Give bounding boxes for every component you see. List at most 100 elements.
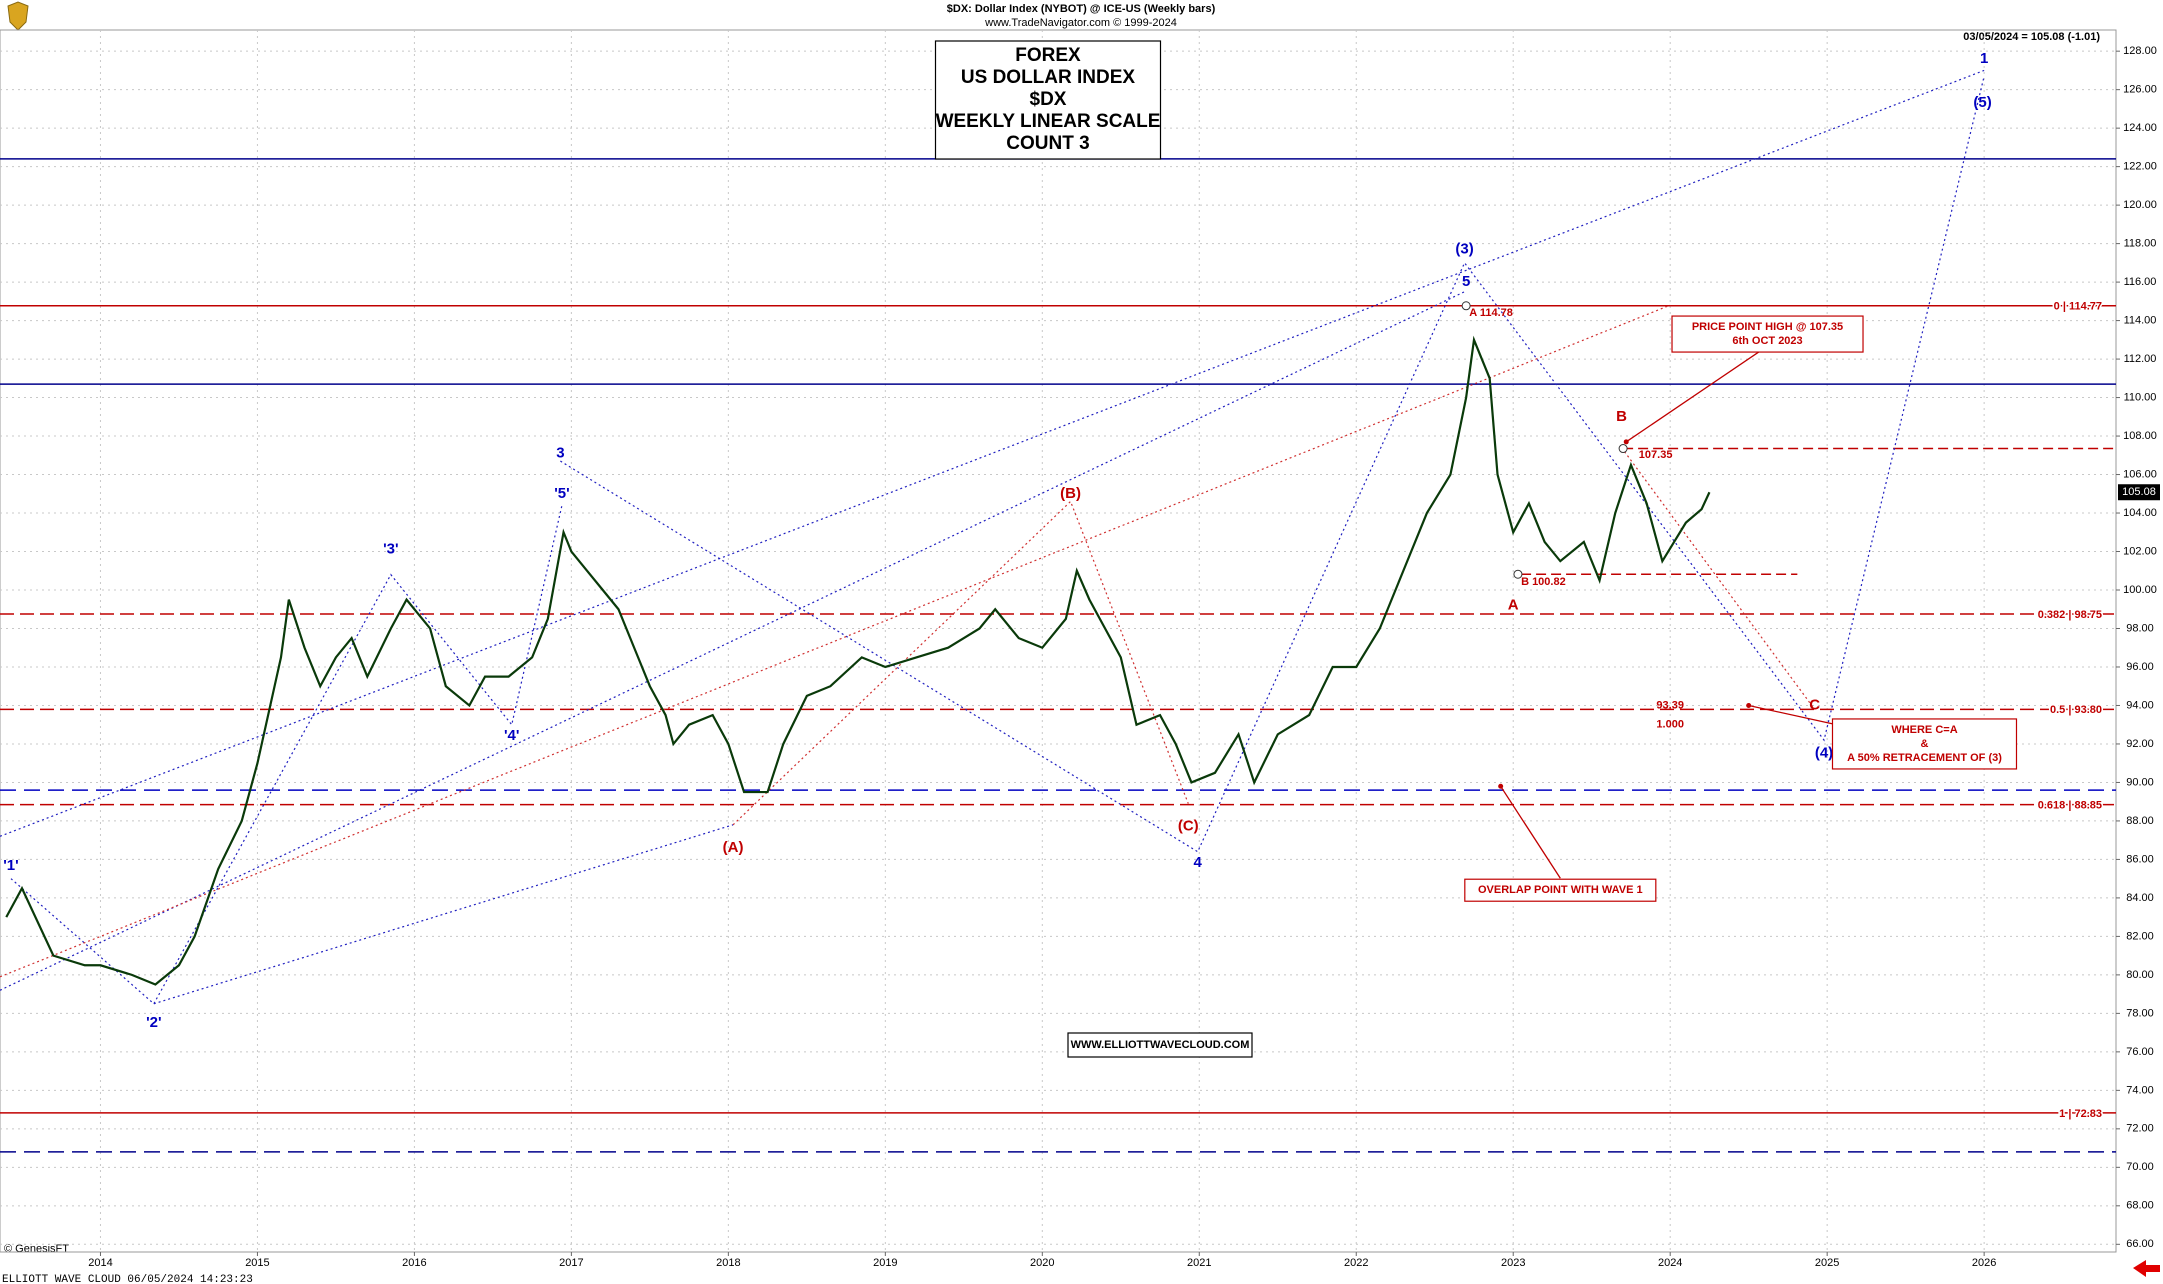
wave-label: '1' bbox=[3, 857, 18, 874]
wave-label: B bbox=[1616, 408, 1627, 425]
y-tick-label: 80.00 bbox=[2126, 969, 2154, 981]
x-tick-label: 2025 bbox=[1815, 1257, 1839, 1269]
wave-label: '2' bbox=[146, 1014, 161, 1031]
y-tick-label: 72.00 bbox=[2126, 1123, 2154, 1135]
point-label: B 100.82 bbox=[1521, 576, 1566, 588]
wave-label: A bbox=[1508, 596, 1519, 613]
wave-label: C bbox=[1809, 696, 1820, 713]
annotation-text: 6th OCT 2023 bbox=[1732, 335, 1802, 347]
x-tick-label: 2024 bbox=[1658, 1257, 1682, 1269]
chart-subtitle: www.TradeNavigator.com © 1999-2024 bbox=[984, 17, 1177, 29]
y-tick-label: 108.00 bbox=[2123, 430, 2157, 442]
wave-label: (A) bbox=[723, 839, 744, 856]
y-tick-label: 76.00 bbox=[2126, 1046, 2154, 1058]
trendline bbox=[0, 304, 1671, 978]
wave-label: 1 bbox=[1980, 50, 1988, 67]
point-label: 1.000 bbox=[1656, 719, 1684, 731]
wave-label: (3) bbox=[1455, 240, 1473, 257]
title-text: $DX bbox=[1030, 89, 1067, 110]
y-tick-label: 94.00 bbox=[2126, 699, 2154, 711]
x-tick-label: 2021 bbox=[1187, 1257, 1211, 1269]
annotation-text: & bbox=[1921, 738, 1929, 750]
wave-label: '4' bbox=[504, 727, 519, 744]
wave-label: (4) bbox=[1815, 745, 1833, 762]
y-tick-label: 120.00 bbox=[2123, 199, 2157, 211]
y-tick-label: 112.00 bbox=[2124, 353, 2157, 365]
y-tick-label: 96.00 bbox=[2126, 661, 2154, 673]
arrow-head bbox=[1498, 783, 1504, 789]
title-box bbox=[934, 40, 1162, 160]
level-label: 0.5 | 93.80 bbox=[2050, 704, 2102, 716]
y-tick-label: 128.00 bbox=[2123, 45, 2157, 57]
title-text: COUNT 3 bbox=[1006, 133, 1089, 154]
trendline bbox=[153, 824, 734, 1005]
y-tick-label: 70.00 bbox=[2126, 1161, 2154, 1173]
y-tick-label: 92.00 bbox=[2126, 738, 2154, 750]
x-tick-label: 2026 bbox=[1972, 1257, 1996, 1269]
wave-label: '3' bbox=[383, 541, 398, 558]
y-tick-label: 74.00 bbox=[2126, 1084, 2154, 1096]
arrow-head bbox=[1623, 439, 1629, 445]
logo bbox=[7, 1, 29, 31]
pivot-marker bbox=[1618, 444, 1628, 454]
scroll-arrow[interactable] bbox=[2133, 1260, 2160, 1277]
website-box bbox=[1067, 1032, 1253, 1058]
price-line bbox=[5, 335, 1711, 986]
point-label: 93.39 bbox=[1656, 699, 1684, 711]
wave-label: 4 bbox=[1194, 854, 1203, 871]
y-tick-label: 118.00 bbox=[2124, 238, 2157, 250]
y-tick-label: 78.00 bbox=[2126, 1007, 2154, 1019]
annotation-text: WHERE C=A bbox=[1891, 724, 1957, 736]
y-tick-label: 124.00 bbox=[2123, 122, 2157, 134]
y-tick-label: 90.00 bbox=[2126, 776, 2154, 788]
annotation-text: A 50% RETRACEMENT OF (3) bbox=[1847, 752, 2002, 764]
y-tick-label: 110.00 bbox=[2124, 391, 2157, 403]
level-label: 0.618 | 88.85 bbox=[2038, 799, 2102, 811]
x-tick-label: 2019 bbox=[873, 1257, 897, 1269]
y-tick-label: 116.00 bbox=[2124, 276, 2157, 288]
pivot-marker bbox=[1513, 569, 1523, 579]
x-tick-label: 2017 bbox=[559, 1257, 583, 1269]
trendline bbox=[1621, 447, 1816, 710]
wave-label: 3 bbox=[556, 444, 564, 461]
last-price-label: 105.08 bbox=[2122, 486, 2156, 498]
y-tick-label: 126.00 bbox=[2123, 84, 2157, 96]
plot-frame bbox=[0, 29, 2117, 1253]
annotation-box bbox=[1831, 718, 2018, 770]
annotation-box bbox=[1671, 315, 1864, 353]
y-tick-label: 106.00 bbox=[2123, 468, 2157, 480]
y-tick-label: 68.00 bbox=[2126, 1200, 2154, 1212]
y-tick-label: 86.00 bbox=[2126, 853, 2154, 865]
annotation-text: PRICE POINT HIGH @ 107.35 bbox=[1692, 321, 1843, 333]
wave-label: '5' bbox=[554, 485, 569, 502]
pivot-marker bbox=[1461, 301, 1471, 311]
x-tick-label: 2022 bbox=[1344, 1257, 1368, 1269]
point-label: A 114.78 bbox=[1469, 307, 1513, 319]
y-tick-label: 104.00 bbox=[2123, 507, 2157, 519]
annotation-text: OVERLAP POINT WITH WAVE 1 bbox=[1478, 884, 1643, 896]
quote: 03/05/2024 = 105.08 (-1.01) bbox=[1963, 31, 2100, 43]
trendline bbox=[0, 291, 1465, 991]
wave-label: (5) bbox=[1973, 94, 1991, 111]
annotation-arrow bbox=[1500, 785, 1561, 879]
x-tick-label: 2018 bbox=[716, 1257, 740, 1269]
y-tick-label: 122.00 bbox=[2123, 161, 2157, 173]
point-label: 107.35 bbox=[1639, 449, 1673, 461]
wave-label: (C) bbox=[1178, 818, 1199, 835]
footer: ELLIOTT WAVE CLOUD 06/05/2024 14:23:23 bbox=[2, 1274, 253, 1284]
y-tick-label: 102.00 bbox=[2123, 545, 2157, 557]
x-tick-label: 2023 bbox=[1501, 1257, 1525, 1269]
arrow-head bbox=[1746, 702, 1752, 708]
title-text: US DOLLAR INDEX bbox=[961, 67, 1136, 88]
wave-label: (B) bbox=[1060, 485, 1081, 502]
y-tick-label: 84.00 bbox=[2126, 892, 2154, 904]
y-tick-label: 66.00 bbox=[2126, 1238, 2154, 1250]
level-label: 0.382 | 98.75 bbox=[2038, 609, 2102, 621]
chart-title: $DX: Dollar Index (NYBOT) @ ICE-US (Week… bbox=[947, 3, 1216, 15]
y-tick-label: 82.00 bbox=[2126, 930, 2154, 942]
title-text: WEEKLY LINEAR SCALE bbox=[936, 111, 1161, 132]
website-text: WWW.ELLIOTTWAVECLOUD.COM bbox=[1071, 1039, 1250, 1051]
last-price-box bbox=[2118, 484, 2160, 501]
trendline bbox=[10, 505, 563, 1005]
